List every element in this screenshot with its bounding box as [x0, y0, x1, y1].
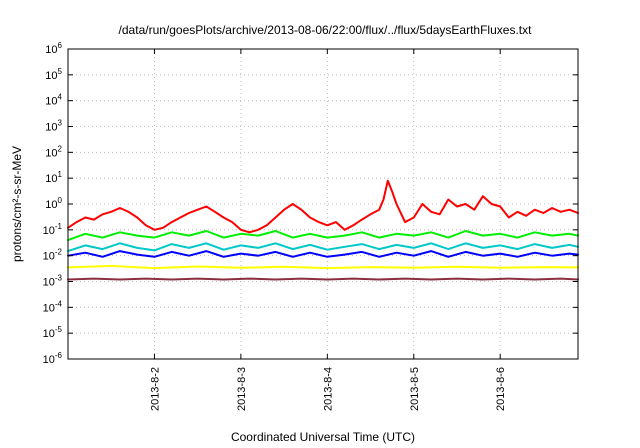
grid [68, 49, 578, 359]
series-line-2 [67, 230, 579, 242]
x-tick-label: 2013-8-6 [495, 367, 507, 411]
y-tick-label: 10-1 [43, 222, 63, 237]
y-tick-label: 100 [45, 196, 62, 211]
chart-title: /data/run/goesPlots/archive/2013-08-06/2… [119, 23, 533, 37]
series-line-1 [67, 179, 579, 234]
y-tick-label: 102 [45, 144, 62, 159]
y-tick-label: 104 [45, 93, 62, 108]
y-tick-label: 10-3 [43, 274, 63, 289]
series-line-4 [67, 250, 579, 258]
series-line-5 [67, 264, 579, 270]
x-tick-label: 2013-8-2 [149, 367, 161, 411]
y-tick-label: 10-2 [43, 248, 63, 263]
y-tick-label: 105 [45, 67, 62, 82]
series-line-6 [67, 277, 579, 281]
y-axis-label: protons/cm²-s-sr-MeV [10, 146, 24, 262]
series-group [67, 179, 579, 281]
x-tick-label: 2013-8-3 [236, 367, 248, 411]
y-tick-label: 10-4 [43, 299, 63, 314]
y-tick-label: 106 [45, 41, 62, 56]
y-axis: 10-6 10-5 10-4 10-3 10-2 10-1 100 101 102 103 104 1… [43, 41, 578, 366]
y-tick-label: 10-5 [43, 325, 63, 340]
x-tick-label: 2013-8-5 [409, 367, 421, 411]
x-axis: 2013-8-2 2013-8-3 2013-8-4 2013-8-5 2013-8-6 [149, 49, 507, 411]
series-line-3 [67, 242, 579, 253]
y-tick-label: 10-6 [43, 351, 63, 366]
y-tick-label: 103 [45, 119, 62, 134]
y-tick-label: 101 [45, 170, 62, 185]
x-tick-label: 2013-8-4 [322, 367, 334, 411]
x-axis-label: Coordinated Universal Time (UTC) [231, 430, 415, 444]
